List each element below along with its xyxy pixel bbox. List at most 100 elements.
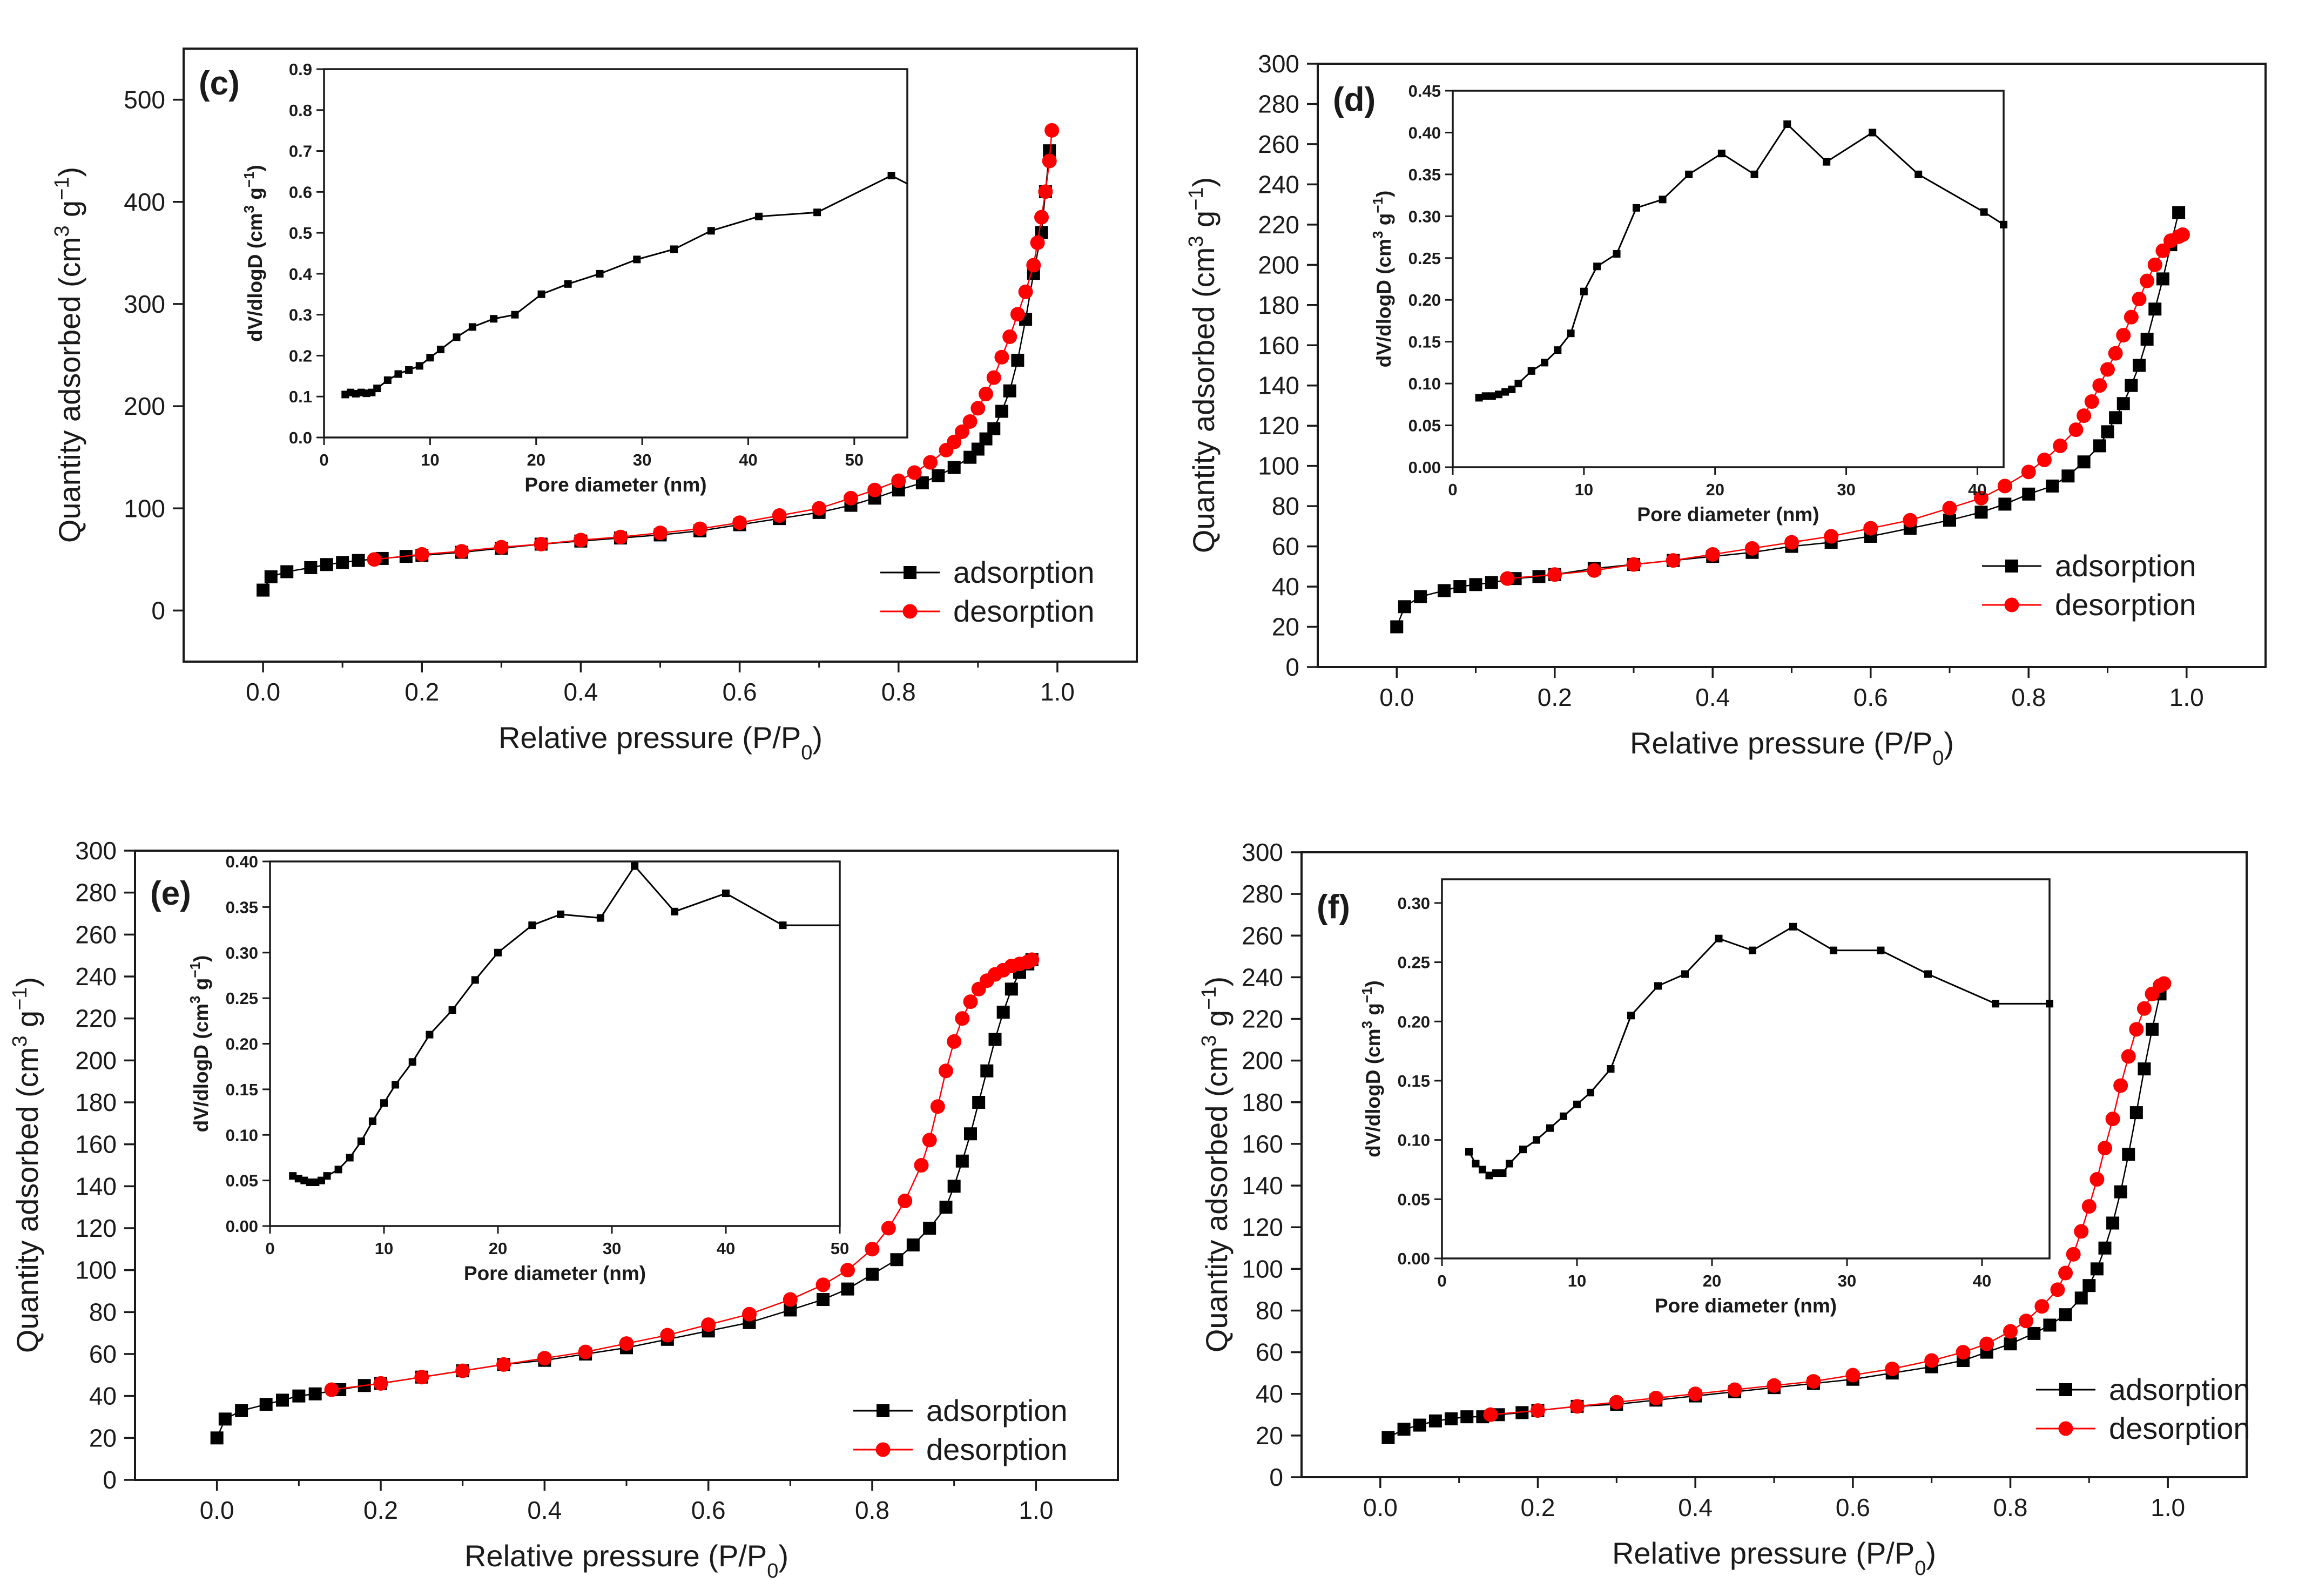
- desorption-point: [2034, 1299, 2050, 1314]
- y-tick-label: 260: [1242, 921, 1283, 949]
- desorption-point: [1010, 307, 1025, 322]
- y-tick-label: 180: [75, 1088, 117, 1116]
- inset-y-tick-label: 0.15: [1408, 333, 1441, 352]
- pore-distribution-point: [707, 227, 715, 235]
- pore-distribution-point: [392, 1081, 400, 1089]
- legend-adsorption-marker: [877, 1404, 889, 1417]
- desorption-point: [1030, 235, 1045, 250]
- pore-distribution-point: [1717, 150, 1725, 158]
- y-tick-label: 80: [1272, 492, 1299, 520]
- desorption-point: [2136, 1001, 2152, 1016]
- pore-distribution-point: [289, 1172, 297, 1180]
- pore-distribution-point: [323, 1172, 331, 1180]
- desorption-point: [994, 349, 1009, 365]
- x-tick-label: 0.6: [723, 678, 757, 706]
- adsorption-point: [841, 1282, 854, 1296]
- adsorption-point: [906, 1238, 920, 1252]
- desorption-point: [2092, 378, 2107, 393]
- pore-distribution-point: [1607, 1065, 1615, 1073]
- y-tick-label: 60: [1256, 1338, 1283, 1366]
- adsorption-point: [817, 1293, 830, 1307]
- adsorption-point: [2138, 1062, 2151, 1076]
- pore-distribution-point: [1992, 1000, 1999, 1008]
- x-tick-label: 0.4: [563, 678, 598, 706]
- desorption-point: [1038, 184, 1053, 199]
- pore-distribution-point: [1715, 934, 1723, 942]
- y-tick-label: 280: [75, 879, 117, 907]
- desorption-point: [898, 1194, 913, 1209]
- desorption-point: [2037, 452, 2052, 467]
- pore-distribution-point: [415, 362, 423, 370]
- y-tick-label: 40: [1256, 1380, 1283, 1408]
- pore-distribution-point: [453, 333, 461, 341]
- y-tick-label: 240: [1242, 963, 1283, 991]
- y-tick-label: 300: [1258, 50, 1299, 78]
- inset-x-tick-label: 50: [845, 450, 864, 469]
- panel-label: (c): [199, 65, 240, 102]
- desorption-point: [1626, 557, 1641, 572]
- y-tick-label: 260: [1258, 130, 1299, 158]
- inset-frame: [1441, 878, 2051, 1260]
- y-tick-label: 100: [1258, 452, 1299, 480]
- pore-distribution-point: [1499, 1169, 1507, 1177]
- desorption-point: [1024, 952, 1040, 967]
- desorption-point: [414, 1370, 429, 1385]
- adsorption-point: [2116, 397, 2130, 410]
- adsorption-point: [1460, 1410, 1474, 1424]
- pore-distribution-point: [334, 1166, 342, 1174]
- inset-y-tick-label: 0.20: [1398, 1012, 1430, 1031]
- desorption-point: [922, 1133, 937, 1148]
- x-tick-label: 0.2: [1521, 1493, 1555, 1521]
- desorption-point: [1547, 567, 1562, 582]
- adsorption-point: [2004, 1337, 2017, 1351]
- inset-x-tick-label: 50: [831, 1239, 849, 1258]
- panel-f: (f) Relative pressure (P/P0) Quantity ad…: [1198, 838, 2250, 1580]
- adsorption-point: [2098, 1241, 2112, 1255]
- pore-distribution-point: [437, 346, 444, 354]
- pore-distribution-point: [1519, 1146, 1527, 1154]
- adsorption-point: [264, 570, 278, 583]
- pore-distribution-point: [494, 948, 502, 957]
- adsorption-point: [292, 1389, 306, 1403]
- y-tick-label: 0: [103, 1466, 117, 1494]
- adsorption-point: [1438, 584, 1451, 597]
- inset-y-tick-label: 0.00: [1398, 1249, 1430, 1268]
- adsorption-point: [923, 1222, 936, 1235]
- desorption-point: [653, 526, 668, 541]
- inset-y-axis-title: dV/dlogD (cm3 g−1): [1359, 980, 1384, 1157]
- x-tick-label: 0.8: [855, 1496, 889, 1524]
- pore-distribution-point: [1924, 970, 1932, 978]
- inset-frame: [269, 860, 841, 1227]
- adsorption-point: [996, 1006, 1010, 1019]
- desorption-line: [374, 130, 1053, 561]
- pore-distribution-point: [468, 323, 476, 331]
- legend-desorption-marker: [902, 604, 918, 619]
- x-tick-label: 0.6: [691, 1496, 726, 1524]
- pore-distribution-point: [1495, 390, 1502, 399]
- y-tick-label: 180: [1242, 1088, 1283, 1116]
- desorption-point: [2108, 346, 2123, 361]
- y-tick-label: 40: [89, 1382, 117, 1410]
- adsorption-point: [2077, 455, 2091, 469]
- inset-y-tick-label: 0.00: [226, 1217, 258, 1236]
- pore-distribution-point: [1627, 1012, 1635, 1020]
- x-tick-label: 0.8: [881, 678, 916, 706]
- adsorption-point: [2093, 439, 2106, 453]
- desorption-point: [732, 515, 747, 530]
- inset-x-tick-label: 10: [1575, 480, 1593, 499]
- inset-x-tick-label: 40: [717, 1239, 735, 1258]
- pore-distribution-point: [1830, 946, 1837, 954]
- pore-distribution-point: [537, 290, 545, 298]
- desorption-point: [2132, 292, 2147, 307]
- desorption-point: [494, 540, 509, 555]
- desorption-point: [2021, 464, 2036, 480]
- desorption-point: [2121, 1049, 2136, 1064]
- adsorption-point: [2109, 411, 2122, 425]
- x-tick-label: 0.6: [1836, 1493, 1870, 1521]
- legend-adsorption-label: adsorption: [2109, 1372, 2250, 1406]
- pore-distribution-point: [312, 1179, 320, 1186]
- inset-y-tick-label: 0.3: [289, 306, 312, 325]
- inset-y-axis-title: dV/dlogD (cm3 g−1): [241, 165, 266, 342]
- inset-x-tick-label: 30: [1838, 1271, 1856, 1290]
- inset-y-tick-label: 0.10: [1398, 1131, 1430, 1150]
